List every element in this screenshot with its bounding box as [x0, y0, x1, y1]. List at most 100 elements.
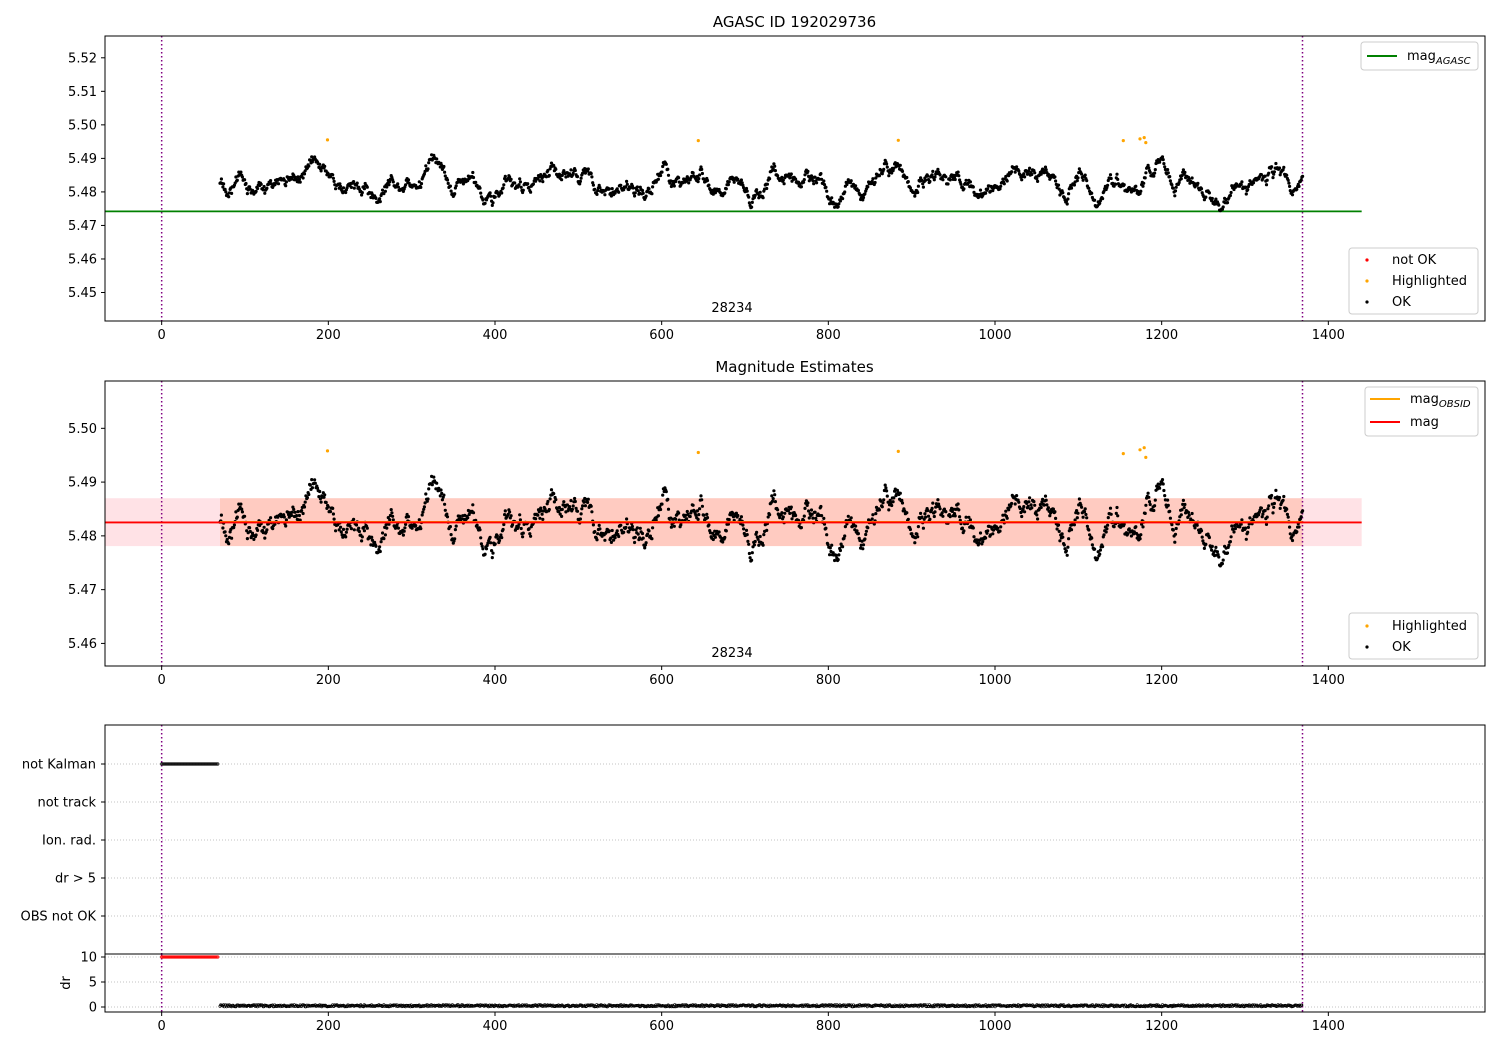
ok-point	[1139, 189, 1143, 193]
ok-point	[953, 514, 957, 518]
ok-point	[593, 187, 597, 191]
ok-point	[1010, 501, 1014, 506]
ok-point	[1217, 203, 1221, 207]
dr-point	[822, 1005, 826, 1009]
dr-point	[937, 1005, 941, 1009]
ok-point	[905, 511, 909, 515]
ok-point	[805, 503, 809, 507]
ok-point	[880, 505, 884, 509]
ok-point	[1035, 513, 1039, 517]
ok-point	[1112, 525, 1116, 529]
ok-point	[750, 200, 754, 204]
ok-point	[1140, 522, 1144, 526]
dr-point	[701, 1003, 705, 1007]
ok-point	[422, 507, 426, 511]
ok-point	[443, 502, 447, 506]
ok-point	[1104, 530, 1108, 534]
ok-point	[1182, 506, 1186, 510]
ok-point	[263, 536, 267, 540]
dr-point	[848, 1003, 852, 1007]
not-kalman-flag-point	[196, 762, 200, 766]
ok-point	[344, 530, 348, 534]
ok-point	[854, 524, 858, 528]
legend-label-mag-agasc: magAGASC	[1407, 49, 1471, 67]
ok-point	[695, 509, 700, 513]
ok-point	[809, 174, 814, 178]
dr-point	[1300, 1003, 1304, 1007]
top-legend-status: not OK Highlighted OK	[1348, 247, 1479, 315]
dr-point	[989, 1003, 993, 1007]
ok-point	[861, 543, 866, 547]
ok-point	[442, 164, 446, 169]
ok-point	[656, 177, 661, 181]
ok-point	[591, 523, 596, 527]
ok-point	[362, 187, 366, 191]
not-kalman-flag-point	[175, 762, 179, 766]
ok-point	[1190, 511, 1194, 516]
ok-point	[518, 177, 522, 181]
ok-point	[1116, 514, 1120, 518]
ok-point	[1002, 182, 1006, 186]
ok-point	[985, 531, 989, 535]
ok-point	[1144, 171, 1148, 175]
ok-point	[578, 517, 583, 521]
ok-point	[269, 182, 273, 186]
ok-point	[508, 510, 512, 514]
ok-point	[790, 517, 794, 521]
ok-point	[590, 510, 594, 514]
ok-point	[1187, 177, 1191, 181]
ok-point	[984, 191, 988, 195]
not-kalman-flag-point	[173, 762, 177, 766]
ok-point	[1272, 172, 1276, 176]
ok-point	[666, 507, 671, 511]
ok-point	[269, 179, 273, 183]
ok-point	[745, 533, 749, 537]
ok-point	[1045, 503, 1049, 507]
ok-point	[863, 537, 867, 541]
ok-point	[222, 182, 226, 186]
ok-point	[560, 173, 564, 177]
ok-point	[619, 183, 623, 187]
ok-point	[1244, 192, 1248, 196]
ok-point	[529, 534, 533, 538]
ok-point	[741, 523, 745, 527]
ok-point	[385, 526, 389, 530]
ok-point	[502, 183, 506, 187]
ok-point	[972, 535, 976, 539]
ok-point	[883, 483, 887, 487]
ok-point	[1228, 540, 1232, 544]
ok-point	[1144, 503, 1148, 507]
ok-point	[781, 178, 785, 182]
ok-point	[1038, 503, 1042, 507]
ok-point	[323, 164, 327, 168]
dr-point	[1101, 1005, 1105, 1009]
ok-point	[232, 526, 236, 530]
ok-point	[739, 178, 744, 182]
ok-point	[1058, 539, 1062, 543]
ok-point	[1129, 534, 1133, 538]
ok-point	[913, 194, 917, 198]
flag-label: OBS not OK	[21, 910, 97, 925]
ok-point	[1116, 177, 1120, 181]
ok-point	[753, 539, 757, 544]
ok-point	[435, 157, 439, 161]
ok-point	[1240, 180, 1244, 184]
not-kalman-flag-point	[211, 762, 215, 766]
ok-point	[916, 190, 920, 195]
ok-point	[752, 543, 757, 547]
ok-point	[360, 535, 364, 539]
ok-point	[479, 191, 483, 195]
ok-point	[724, 529, 728, 533]
ok-point	[404, 522, 408, 527]
ok-point	[674, 179, 678, 184]
ok-point	[483, 201, 487, 205]
ok-point	[245, 192, 249, 196]
ok-point	[424, 492, 428, 496]
ok-point	[674, 517, 678, 521]
ok-point	[339, 184, 343, 189]
ok-point	[647, 187, 651, 191]
ok-point	[1044, 498, 1048, 502]
ok-point	[1221, 205, 1225, 209]
ok-point	[931, 169, 935, 173]
not-kalman-flag-point	[206, 762, 210, 766]
